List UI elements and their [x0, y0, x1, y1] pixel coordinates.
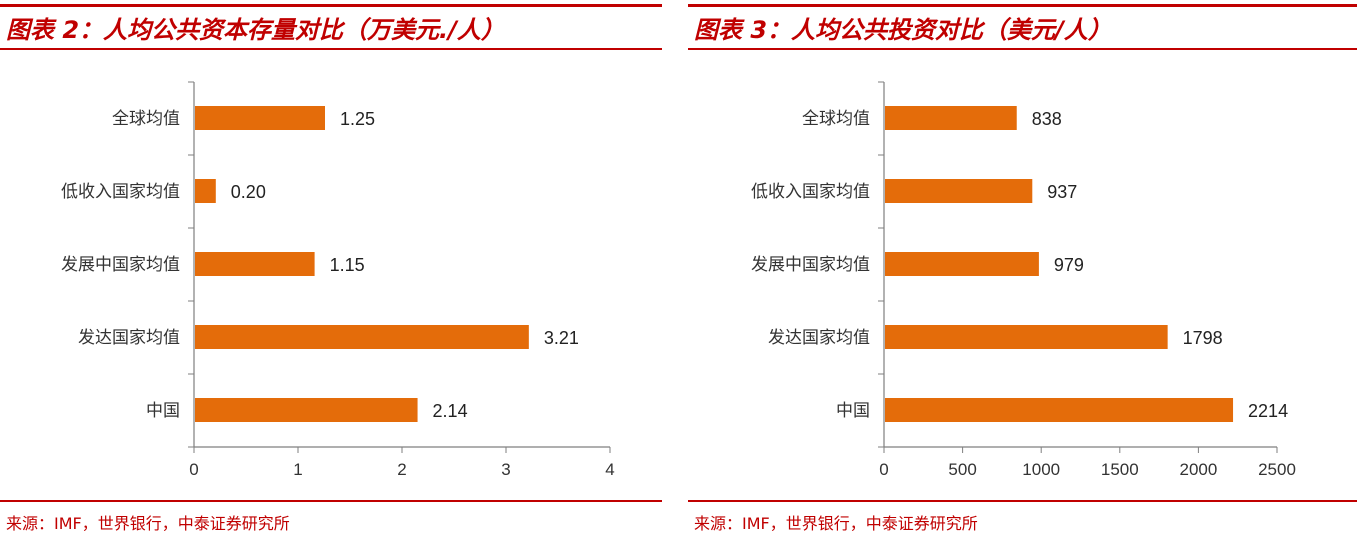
category-label: 中国: [836, 401, 870, 421]
bar: [885, 106, 1017, 130]
chart-title: 图表 3：人均公共投资对比（美元/人）: [694, 16, 1112, 44]
title-rule: [688, 48, 1357, 50]
chart-panel-left: 图表 2：人均公共资本存量对比（万美元./人） 0 1 2 3 4 全球均值 1.25 低收入…: [0, 0, 662, 540]
x-tick-label: 0: [189, 460, 198, 479]
source-note: 来源：IMF，世界银行，中泰证券研究所: [694, 514, 978, 533]
data-label: 2.14: [433, 401, 468, 421]
bar: [195, 252, 315, 276]
bar: [885, 325, 1168, 349]
bar: [195, 325, 529, 349]
data-label: 1.25: [340, 109, 375, 129]
bar: [885, 179, 1033, 203]
category-label: 发达国家均值: [78, 328, 180, 348]
bar: [195, 179, 216, 203]
x-tick-label: 4: [605, 460, 614, 479]
x-tick-label: 3: [501, 460, 510, 479]
x-tick-label: 1: [293, 460, 302, 479]
data-label: 0.20: [231, 182, 266, 202]
top-rule: [0, 4, 662, 7]
data-label: 937: [1047, 182, 1077, 202]
bar: [885, 398, 1234, 422]
category-label: 发达国家均值: [768, 328, 870, 348]
bar: [885, 252, 1039, 276]
data-label: 838: [1032, 109, 1062, 129]
category-label: 发展中国家均值: [751, 255, 870, 275]
x-tick-label: 2000: [1179, 460, 1217, 479]
x-tick-label: 2: [397, 460, 406, 479]
data-label: 1798: [1183, 328, 1223, 348]
bar-chart: 0 500 1000 1500 2000 2500 全球均值 838 低收入国家均值 937 发展中…: [751, 81, 1296, 479]
x-tick-label: 2500: [1258, 460, 1296, 479]
data-label: 1.15: [330, 255, 365, 275]
bar-chart: 0 1 2 3 4 全球均值 1.25 低收入国家均值 0.20 发展中国家均值 1.15 发达国家均…: [61, 81, 615, 479]
bar: [195, 398, 418, 422]
category-label: 发展中国家均值: [61, 255, 180, 275]
category-label: 低收入国家均值: [751, 182, 870, 202]
category-label: 全球均值: [802, 109, 870, 129]
x-tick-label: 1500: [1101, 460, 1139, 479]
category-label: 中国: [146, 401, 180, 421]
top-rule: [688, 4, 1357, 7]
category-label: 全球均值: [112, 109, 180, 129]
chart-panel-right: 图表 3：人均公共投资对比（美元/人） 0 500 1000 1500 2000 2500…: [688, 0, 1357, 540]
x-tick-label: 1000: [1022, 460, 1060, 479]
source-note: 来源：IMF，世界银行，中泰证券研究所: [6, 514, 290, 533]
chart-title: 图表 2：人均公共资本存量对比（万美元./人）: [6, 16, 505, 44]
category-label: 低收入国家均值: [61, 182, 180, 202]
x-tick-label: 500: [948, 460, 976, 479]
bar: [195, 106, 325, 130]
data-label: 979: [1054, 255, 1084, 275]
data-label: 3.21: [544, 328, 579, 348]
x-tick-label: 0: [879, 460, 888, 479]
bottom-rule: [0, 500, 662, 502]
bottom-rule: [688, 500, 1357, 502]
title-rule: [0, 48, 662, 50]
data-label: 2214: [1248, 401, 1288, 421]
